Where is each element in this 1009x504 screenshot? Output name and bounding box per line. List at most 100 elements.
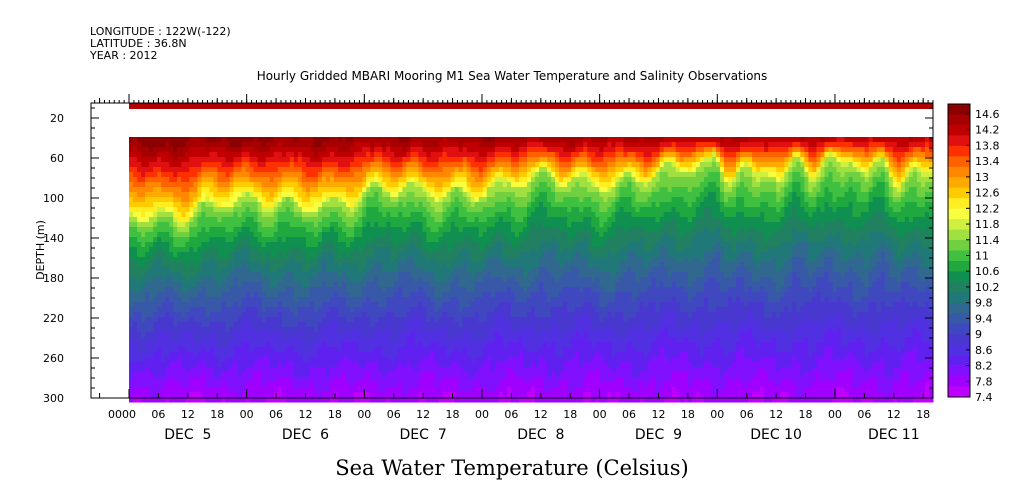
heatmap-cell <box>378 332 383 338</box>
heatmap-cell <box>446 392 452 398</box>
heatmap-cell <box>366 182 371 188</box>
heatmap-cell <box>169 322 174 328</box>
heatmap-cell <box>354 377 359 383</box>
heatmap-cell <box>358 167 363 173</box>
heatmap-cell <box>358 387 363 393</box>
heatmap-cell <box>181 192 186 198</box>
heatmap-cell <box>378 347 383 353</box>
heatmap-cell <box>358 147 363 153</box>
heatmap-cell <box>297 342 303 348</box>
heatmap-cell <box>249 257 255 263</box>
heatmap-cell <box>301 282 307 288</box>
heatmap-cell <box>161 392 166 398</box>
heatmap-cell <box>394 372 399 378</box>
heatmap-cell <box>370 292 375 298</box>
heatmap-cell <box>229 322 235 328</box>
heatmap-cell <box>169 327 174 333</box>
heatmap-cell <box>289 292 295 298</box>
heatmap-cell <box>197 372 202 378</box>
heatmap-cell <box>490 237 496 243</box>
heatmap-cell <box>153 372 158 378</box>
heatmap-cell <box>426 282 431 288</box>
heatmap-cell <box>277 387 283 393</box>
heatmap-cell <box>454 227 460 233</box>
heatmap-cell <box>149 377 154 383</box>
heatmap-cell <box>221 172 226 178</box>
heatmap-cell <box>281 282 287 288</box>
heatmap-cell <box>165 237 170 243</box>
heatmap-cell <box>209 252 214 258</box>
heatmap-cell <box>233 217 239 223</box>
heatmap-cell <box>309 172 315 178</box>
heatmap-cell <box>362 232 367 238</box>
heatmap-cell <box>470 252 476 258</box>
heatmap-cell <box>386 187 391 193</box>
heatmap-cell <box>418 257 423 263</box>
heatmap-cell <box>129 147 134 153</box>
heatmap-cell <box>245 367 251 373</box>
heatmap-cell <box>189 332 194 338</box>
heatmap-cell <box>458 387 464 393</box>
heatmap-cell <box>153 392 158 398</box>
heatmap-cell <box>201 207 206 213</box>
heatmap-cell <box>317 292 323 298</box>
heatmap-cell <box>165 162 170 168</box>
heatmap-cell <box>494 212 500 218</box>
heatmap-cell <box>305 297 311 303</box>
heatmap-cell <box>321 242 327 248</box>
heatmap-cell <box>370 152 375 158</box>
heatmap-cell <box>261 397 267 403</box>
heatmap-cell <box>205 352 210 358</box>
heatmap-cell <box>354 202 359 208</box>
heatmap-cell <box>129 252 134 258</box>
heatmap-cell <box>173 297 178 303</box>
heatmap-cell <box>305 357 311 363</box>
heatmap-cell <box>145 297 150 303</box>
heatmap-cell <box>438 322 444 328</box>
heatmap-cell <box>482 327 488 333</box>
heatmap-cell <box>173 192 178 198</box>
heatmap-cell <box>321 197 327 203</box>
heatmap-cell <box>313 327 319 333</box>
heatmap-cell <box>201 277 206 283</box>
heatmap-cell <box>249 152 255 158</box>
heatmap-cell <box>466 387 472 393</box>
heatmap-cell <box>277 147 283 153</box>
heatmap-cell <box>253 317 259 323</box>
heatmap-cell <box>157 272 162 278</box>
heatmap-cell <box>301 277 307 283</box>
heatmap-cell <box>241 377 247 383</box>
heatmap-cell <box>406 252 411 258</box>
heatmap-cell <box>462 177 468 183</box>
heatmap-cell <box>398 387 403 393</box>
heatmap-cell <box>173 317 178 323</box>
heatmap-cell <box>277 382 283 388</box>
heatmap-cell <box>305 242 311 248</box>
heatmap-cell <box>386 177 391 183</box>
heatmap-cell <box>390 387 395 393</box>
heatmap-cell <box>237 297 243 303</box>
heatmap-cell <box>414 207 419 213</box>
heatmap-cell <box>354 192 359 198</box>
heatmap-cell <box>406 177 411 183</box>
heatmap-cell <box>237 387 243 393</box>
heatmap-cell <box>462 337 468 343</box>
heatmap-cell <box>362 152 367 158</box>
heatmap-cell <box>502 207 508 213</box>
heatmap-cell <box>418 197 423 203</box>
heatmap-cell <box>181 277 186 283</box>
heatmap-cell <box>430 282 436 288</box>
heatmap-cell <box>366 392 371 398</box>
heatmap-cell <box>157 372 162 378</box>
heatmap-cell <box>317 207 323 213</box>
heatmap-cell <box>269 232 275 238</box>
heatmap-cell <box>161 147 166 153</box>
heatmap-cell <box>233 392 239 398</box>
heatmap-cell <box>450 247 456 253</box>
heatmap-cell <box>422 307 427 313</box>
heatmap-cell <box>253 202 259 208</box>
heatmap-cell <box>221 332 226 338</box>
heatmap-cell <box>165 367 170 373</box>
heatmap-cell <box>157 212 162 218</box>
heatmap-cell <box>313 187 319 193</box>
